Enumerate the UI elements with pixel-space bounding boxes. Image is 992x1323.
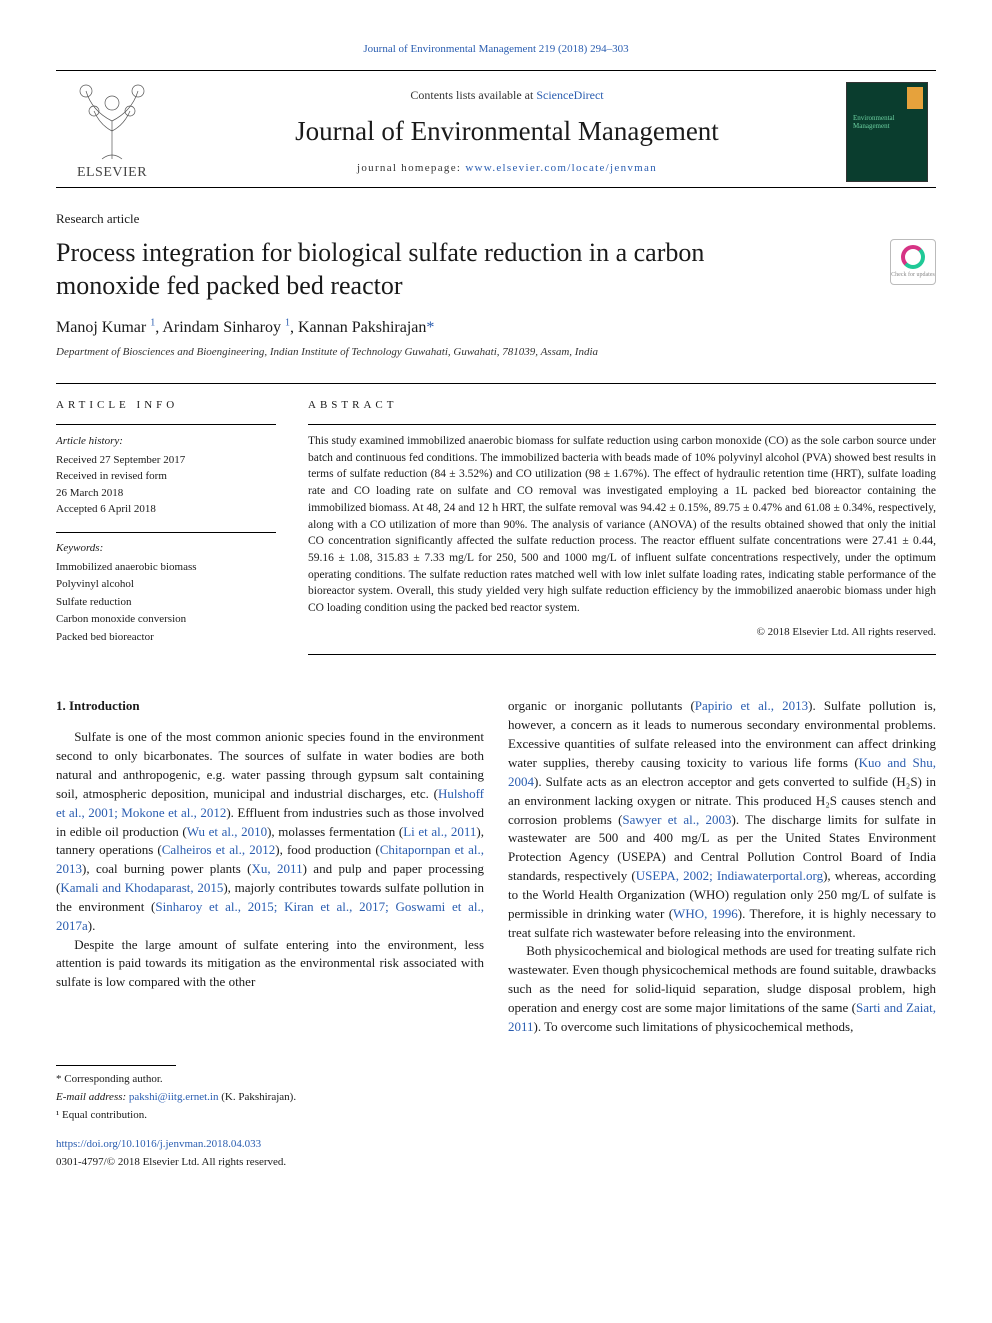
sciencedirect-link[interactable]: ScienceDirect [536, 88, 603, 102]
body-paragraph: Despite the large amount of sulfate ente… [56, 936, 484, 993]
homepage-label: journal homepage: [357, 162, 465, 174]
corresponding-author-note: * Corresponding author. [56, 1072, 936, 1088]
article-title: Process integration for biological sulfa… [56, 237, 796, 302]
journal-citation[interactable]: Journal of Environmental Management 219 … [56, 42, 936, 58]
citation-link[interactable]: Papirio et al., 2013 [695, 698, 808, 713]
affiliation: Department of Biosciences and Bioenginee… [56, 345, 936, 361]
corresponding-email[interactable]: pakshi@iitg.ernet.in [129, 1091, 219, 1103]
journal-name: Journal of Environmental Management [168, 112, 846, 151]
citation-link[interactable]: Xu, 2011 [252, 861, 303, 876]
abstract-text: This study examined immobilized anaerobi… [308, 433, 936, 616]
contents-list-prefix: Contents lists available at [410, 88, 536, 102]
history-line: Accepted 6 April 2018 [56, 501, 276, 518]
journal-homepage-line: journal homepage: www.elsevier.com/locat… [168, 161, 846, 177]
article-info-heading: article info [56, 398, 276, 414]
keyword: Polyvinyl alcohol [56, 576, 276, 594]
citation-link[interactable]: WHO, 1996 [673, 906, 738, 921]
crossmark-badge[interactable]: Check for updates [890, 239, 936, 285]
author-3[interactable]: Kannan Pakshirajan [298, 319, 426, 336]
keyword: Packed bed bioreactor [56, 629, 276, 647]
doi-link[interactable]: https://doi.org/10.1016/j.jenvman.2018.0… [56, 1137, 936, 1153]
history-line: 26 March 2018 [56, 485, 276, 502]
body-column-left: 1. Introduction Sulfate is one of the mo… [56, 697, 484, 1036]
journal-cover[interactable]: Environmental Management [846, 82, 936, 182]
abstract-heading: abstract [308, 398, 936, 414]
article-history-label: Article history: [56, 433, 276, 450]
crossmark-icon [901, 245, 925, 269]
citation-link[interactable]: Sawyer et al., 2003 [622, 812, 731, 827]
cover-journal-title: Environmental Management [853, 115, 927, 130]
footnote-rule [56, 1065, 176, 1066]
abstract-block: abstract This study examined immobilized… [308, 398, 936, 655]
elsevier-logo-block[interactable]: ELSEVIER [56, 81, 168, 183]
author-1[interactable]: Manoj Kumar [56, 319, 146, 336]
keyword: Sulfate reduction [56, 594, 276, 612]
author-2[interactable]: Arindam Sinharoy [162, 319, 281, 336]
article-info-block: article info Article history: Received 2… [56, 398, 276, 655]
corresponding-asterisk: * [426, 319, 434, 336]
elsevier-tree-icon [72, 81, 152, 161]
citation-link[interactable]: Kamali and Khodaparast, 2015 [60, 880, 223, 895]
history-line: Received in revised form [56, 468, 276, 485]
footer-block: * Corresponding author. E-mail address: … [56, 1065, 936, 1172]
citation-link[interactable]: Li et al., 2011 [403, 824, 476, 839]
equal-contribution-note: ¹ Equal contribution. [56, 1108, 936, 1124]
keywords-label: Keywords: [56, 541, 276, 557]
contents-list-line: Contents lists available at ScienceDirec… [168, 87, 846, 104]
rule-above-abstract [56, 383, 936, 384]
section-1-heading: 1. Introduction [56, 697, 484, 716]
masthead: ELSEVIER Contents lists available at Sci… [56, 71, 936, 188]
email-line: E-mail address: pakshi@iitg.ernet.in (K.… [56, 1090, 936, 1106]
homepage-url[interactable]: www.elsevier.com/locate/jenvman [465, 162, 657, 174]
crossmark-label: Check for updates [891, 271, 935, 280]
citation-link[interactable]: USEPA, 2002; Indiawaterportal.org [636, 868, 823, 883]
body-column-right: organic or inorganic pollutants (Papirio… [508, 697, 936, 1036]
keyword: Carbon monoxide conversion [56, 611, 276, 629]
keyword: Immobilized anaerobic biomass [56, 559, 276, 577]
history-line: Received 27 September 2017 [56, 452, 276, 469]
issn-copyright: 0301-4797/© 2018 Elsevier Ltd. All right… [56, 1155, 936, 1171]
citation-link[interactable]: Wu et al., 2010 [187, 824, 267, 839]
rule-below-abstract [308, 654, 936, 655]
article-type: Research article [56, 210, 936, 229]
author-list: Manoj Kumar 1, Arindam Sinharoy 1, Kanna… [56, 316, 936, 339]
abstract-copyright: © 2018 Elsevier Ltd. All rights reserved… [308, 625, 936, 641]
elsevier-brand-text: ELSEVIER [56, 163, 168, 183]
citation-link[interactable]: Calheiros et al., 2012 [162, 842, 276, 857]
